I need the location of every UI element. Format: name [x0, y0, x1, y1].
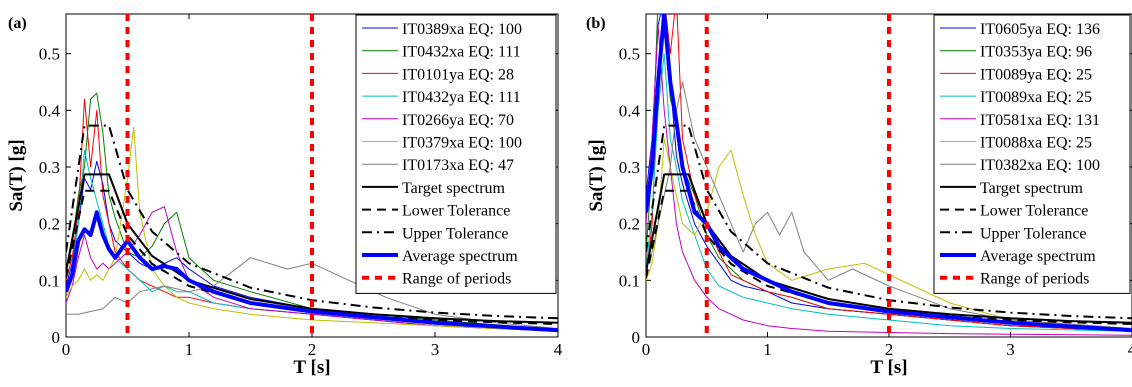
y-tick-label: 0.3 [619, 158, 640, 177]
y-tick-label: 0.5 [619, 45, 640, 64]
x-tick-label: 3 [1006, 340, 1015, 359]
x-axis-label: T [s] [870, 357, 907, 378]
y-tick-label: 0.1 [39, 271, 60, 290]
x-tick-label: 0 [62, 340, 71, 359]
legend-entry: IT0101ya EQ: 28 [402, 66, 514, 83]
y-tick-label: 0.5 [39, 45, 60, 64]
legend-entry: IT0432xa EQ: 111 [402, 44, 521, 61]
legend-entry: IT0581xa EQ: 131 [980, 112, 1100, 129]
legend-entry: IT0088xa EQ: 25 [980, 135, 1092, 152]
chart-panel-a: 0 1 2 3 4 0 0.1 0.2 0.3 0.4 0.5 T [s] Sa(T) [g] (a) IT… [6, 13, 563, 378]
legend-entry: Lower Tolerance [980, 203, 1088, 220]
y-tick-label: 0 [632, 328, 641, 347]
legend: IT0605ya EQ: 136 IT0353ya EQ: 96 IT0089ya … [933, 14, 1131, 294]
series-line [66, 173, 558, 324]
legend-entry: IT0353ya EQ: 96 [980, 44, 1092, 61]
legend-entry: IT0379xa EQ: 100 [402, 135, 522, 152]
y-tick-label: 0.1 [619, 271, 640, 290]
x-tick-label: 1 [763, 340, 772, 359]
series-line [66, 126, 558, 332]
series-line [66, 124, 558, 320]
legend-entry: Upper Tolerance [402, 225, 509, 242]
legend-entry: IT0389xa EQ: 100 [402, 21, 522, 38]
x-tick-label: 4 [1128, 340, 1132, 359]
legend-entry: IT0089xa EQ: 25 [980, 89, 1092, 106]
y-axis-label: Sa(T) [g] [6, 139, 27, 211]
legend-entry: IT0173xa EQ: 47 [402, 157, 514, 174]
y-tick-label: 0 [52, 328, 61, 347]
x-tick-label: 1 [185, 340, 194, 359]
chart-panel-b: 0 1 2 3 4 0 0.1 0.2 0.3 0.4 0.5 T [s] Sa(T) [g] (b) IT… [586, 13, 1132, 378]
legend-entry: Upper Tolerance [980, 225, 1087, 242]
x-tick-label: 2 [308, 340, 317, 359]
series-line [646, 124, 1132, 320]
legend-entry: Average spectrum [402, 248, 518, 265]
legend-entry: IT0605ya EQ: 136 [980, 21, 1100, 38]
y-tick-label: 0.4 [39, 101, 61, 120]
legend-box [933, 14, 1131, 294]
x-tick-label: 0 [642, 340, 651, 359]
x-tick-label: 3 [431, 340, 440, 359]
x-tick-label: 2 [885, 340, 894, 359]
series-line [646, 138, 1132, 329]
legend-entry: IT0266ya EQ: 70 [402, 112, 514, 129]
panel-label: (a) [8, 15, 27, 32]
legend-entry: Average spectrum [980, 248, 1096, 265]
series-line [66, 206, 558, 332]
series-line [66, 210, 558, 333]
legend-entry: IT0382xa EQ: 100 [980, 157, 1100, 174]
legend-entry: IT0432ya EQ: 111 [402, 89, 521, 106]
y-tick-label: 0.2 [39, 215, 60, 234]
panel-label: (b) [586, 15, 606, 32]
series-group [66, 14, 558, 337]
legend-entry: Range of periods [402, 271, 511, 288]
x-tick-label: 4 [554, 340, 563, 359]
legend-entry: Lower Tolerance [402, 203, 510, 220]
y-tick-label: 0.3 [39, 158, 60, 177]
legend: IT0389xa EQ: 100 IT0432xa EQ: 111 IT0101ya… [355, 14, 557, 294]
x-axis-label: T [s] [293, 357, 330, 378]
legend-entry: Range of periods [980, 271, 1089, 288]
series-line [646, 14, 1132, 333]
series-line [646, 81, 1132, 329]
legend-entry: IT0089ya EQ: 25 [980, 66, 1092, 83]
legend-entry: Target spectrum [402, 180, 506, 197]
legend-entry: Target spectrum [980, 180, 1084, 197]
y-tick-label: 0.2 [619, 215, 640, 234]
y-tick-label: 0.4 [619, 101, 641, 120]
series-group [646, 14, 1132, 337]
y-axis-label: Sa(T) [g] [586, 139, 607, 211]
legend-box [355, 14, 557, 294]
